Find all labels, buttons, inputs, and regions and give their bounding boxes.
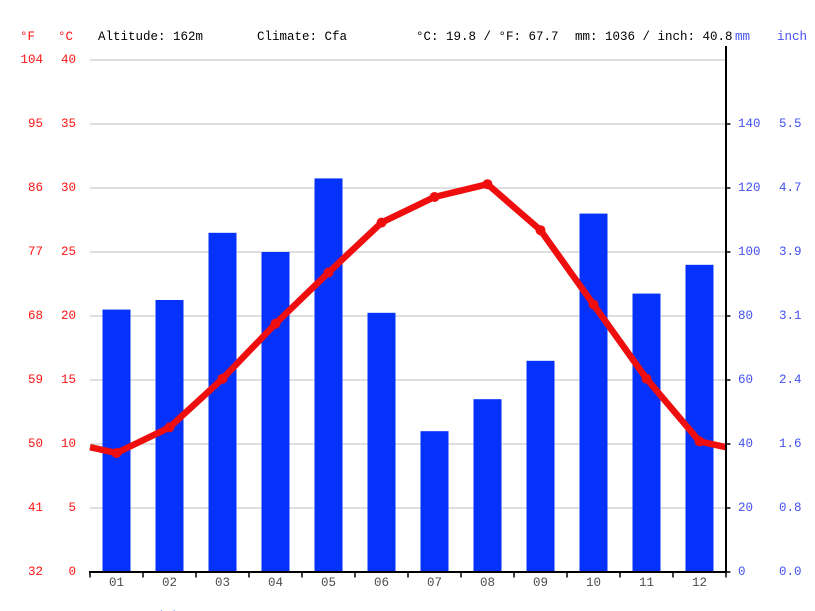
precip-bar-04	[261, 252, 290, 572]
right-axis-inch-tick: 5.5	[779, 117, 802, 131]
temperature-point-06	[376, 217, 387, 228]
right-axis-mm-tick: 120	[738, 181, 761, 195]
temperature-point-03	[217, 373, 228, 384]
precip-bar-12	[685, 264, 714, 572]
precip-bar-02	[155, 300, 184, 572]
copyright-line: Copyright: CLIMATE-DATA.ORG	[90, 593, 323, 611]
month-label-03: 03	[214, 576, 231, 590]
month-label-04: 04	[267, 576, 284, 590]
month-label-09: 09	[532, 576, 549, 590]
month-label-05: 05	[320, 576, 337, 590]
left-axis-f-tick: 68	[27, 309, 43, 323]
month-label-10: 10	[585, 576, 602, 590]
month-label-01: 01	[108, 576, 125, 590]
month-label-08: 08	[479, 576, 496, 590]
precip-bar-11	[632, 293, 661, 572]
temperature-point-05	[323, 267, 334, 278]
right-axis-inch-tick: 3.9	[779, 245, 802, 259]
month-label-07: 07	[426, 576, 443, 590]
temperature-point-02	[164, 422, 175, 433]
right-axis-mm-tick: 40	[738, 437, 754, 451]
temperature-point-04	[270, 318, 281, 329]
temperature-point-10	[588, 299, 599, 310]
precip-bar-06	[367, 312, 396, 572]
left-axis-c-tick: 0	[68, 565, 76, 579]
right-axis-mm-tick: 80	[738, 309, 754, 323]
left-axis-c-tick: 30	[60, 181, 76, 195]
left-axis-c-tick: 35	[60, 117, 76, 131]
right-axis-inch-tick: 0.8	[779, 501, 802, 515]
temperature-point-11	[641, 373, 652, 384]
left-axis-f-tick: 77	[27, 245, 43, 259]
left-axis-f-tick: 41	[27, 501, 43, 515]
right-axis-mm-tick: 140	[738, 117, 761, 131]
left-axis-c-tick: 20	[60, 309, 76, 323]
month-label-06: 06	[373, 576, 390, 590]
right-axis-unit-inch: inch	[777, 30, 808, 44]
left-axis-c-tick: 10	[60, 437, 76, 451]
total-precipitation-label: mm: 1036 / inch: 40.8	[575, 30, 733, 44]
altitude-label: Altitude: 162m	[98, 30, 204, 44]
left-axis-unit-f: °F	[20, 30, 36, 44]
precip-bar-07	[420, 431, 449, 572]
left-axis-f-tick: 50	[27, 437, 43, 451]
precip-bar-03	[208, 232, 237, 573]
right-axis-inch-tick: 0.0	[779, 565, 802, 579]
average-temperature-label: °C: 19.8 / °F: 67.7	[416, 30, 559, 44]
right-axis-mm-tick: 20	[738, 501, 754, 515]
month-label-12: 12	[691, 576, 708, 590]
temperature-point-12	[694, 436, 705, 447]
month-label-11: 11	[638, 576, 655, 590]
right-axis-inch-tick: 3.1	[779, 309, 802, 323]
temperature-point-07	[429, 192, 440, 202]
climate-classification-label: Climate: Cfa	[257, 30, 348, 44]
left-axis-c-tick: 40	[60, 53, 76, 67]
temperature-point-01	[111, 448, 122, 458]
precip-bar-10	[579, 213, 608, 572]
left-axis-f-tick: 86	[27, 181, 43, 195]
right-axis-mm-tick: 0	[738, 565, 746, 579]
right-axis-mm-tick: 100	[738, 245, 761, 259]
left-axis-f-tick: 104	[20, 53, 43, 67]
precip-bar-01	[102, 309, 131, 572]
left-axis-c-tick: 5	[68, 501, 76, 515]
temperature-line	[89, 180, 727, 457]
left-axis-f-tick: 32	[27, 565, 43, 579]
left-axis-c-tick: 15	[60, 373, 76, 387]
right-axis-inch-tick: 4.7	[779, 181, 802, 195]
right-axis-inch-tick: 1.6	[779, 437, 802, 451]
temperature-point-09	[535, 225, 546, 236]
precip-bar-09	[526, 360, 555, 572]
left-axis-f-tick: 59	[27, 373, 43, 387]
month-label-02: 02	[161, 576, 178, 590]
left-axis-unit-c: °C	[58, 30, 74, 44]
temperature-point-08	[482, 179, 493, 190]
left-axis-f-tick: 95	[27, 117, 43, 131]
left-axis-c-tick: 25	[60, 245, 76, 259]
right-axis-unit-mm: mm	[735, 30, 751, 44]
precip-bar-05	[314, 178, 343, 572]
precip-bar-08	[473, 399, 502, 572]
right-axis-inch-tick: 2.4	[779, 373, 802, 387]
right-axis-mm-tick: 60	[738, 373, 754, 387]
